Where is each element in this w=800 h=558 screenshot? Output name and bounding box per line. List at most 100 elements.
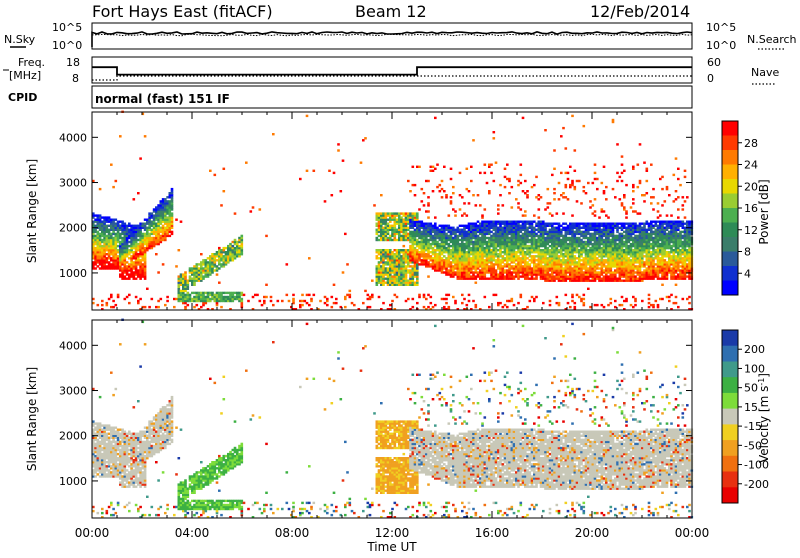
power-cell — [98, 251, 102, 254]
power-cell — [506, 265, 509, 268]
power-cell — [382, 232, 385, 236]
power-cell — [620, 163, 624, 166]
power-cell — [301, 299, 304, 303]
power-cell — [398, 269, 401, 272]
power-cell — [240, 234, 244, 238]
power-cell — [452, 226, 455, 229]
power-cell — [555, 238, 559, 242]
power-cell — [497, 230, 500, 234]
power-cell — [375, 255, 379, 258]
power-cell — [134, 234, 138, 238]
power-cell — [490, 220, 493, 223]
power-cell — [632, 236, 635, 240]
power-cell — [409, 269, 412, 272]
power-cell — [474, 269, 478, 272]
power-cell — [647, 224, 651, 227]
power-cell — [443, 165, 446, 168]
power-cell — [125, 230, 129, 234]
power-cell — [488, 244, 491, 248]
power-cell — [411, 236, 415, 240]
power-cell — [573, 149, 577, 152]
power-cell — [155, 238, 158, 242]
power-cell — [380, 216, 383, 219]
power-cell — [584, 257, 588, 260]
power-cell — [105, 218, 109, 221]
power-cell — [143, 218, 147, 221]
power-cell — [517, 206, 520, 209]
power-cell — [508, 269, 511, 272]
power-cell — [632, 263, 635, 266]
power-cell — [389, 281, 392, 284]
power-cell — [202, 301, 205, 305]
power-cell — [609, 277, 613, 280]
power-cell — [467, 299, 471, 303]
power-cell — [503, 242, 507, 246]
power-cell — [429, 301, 433, 305]
power-cell — [492, 249, 496, 252]
power-cell — [393, 220, 397, 223]
power-cell — [625, 299, 628, 303]
power-cell — [400, 226, 403, 229]
power-cell — [119, 265, 122, 268]
power-cell — [393, 261, 397, 264]
power-cell — [508, 271, 511, 274]
power-cell — [204, 265, 208, 268]
power-cell — [94, 228, 97, 231]
power-cell — [542, 236, 545, 240]
power-cell — [134, 240, 138, 244]
power-cell — [179, 275, 183, 278]
power-cell — [591, 255, 595, 258]
power-cell — [110, 163, 113, 166]
power-cell — [634, 230, 637, 234]
power-cell — [186, 293, 190, 297]
power-cell — [544, 259, 547, 262]
power-cell — [638, 234, 642, 238]
power-cell — [569, 183, 572, 187]
power-cell — [589, 251, 592, 254]
power-cell — [427, 275, 430, 278]
power-cell — [121, 236, 124, 240]
power-cell — [634, 275, 637, 278]
power-cell — [596, 238, 599, 242]
power-cell — [636, 273, 640, 276]
power-cell — [121, 277, 124, 280]
power-cell — [618, 175, 622, 179]
power-cell — [308, 257, 311, 260]
power-cell — [436, 185, 439, 189]
power-cell — [130, 251, 133, 254]
power-cell — [470, 277, 473, 280]
power-cell — [485, 232, 489, 236]
power-cell — [157, 299, 160, 303]
power-cells — [92, 110, 694, 311]
power-cell — [587, 277, 590, 280]
power-cell — [573, 222, 577, 225]
power-cell — [564, 279, 568, 282]
power-cell — [411, 271, 415, 274]
power-cell — [584, 277, 588, 280]
power-cell — [112, 259, 115, 262]
power-cell — [114, 261, 118, 264]
power-cell — [384, 269, 388, 272]
power-cell — [134, 246, 138, 250]
power-cell — [170, 192, 174, 195]
power-cell — [593, 224, 597, 227]
power-cell — [233, 246, 237, 250]
power-cell — [629, 303, 633, 307]
power-cell — [132, 267, 136, 270]
power-cell — [130, 224, 133, 227]
power-cell — [618, 240, 622, 244]
power-cell — [265, 295, 268, 299]
power-cell — [647, 267, 651, 270]
power-cell — [526, 240, 529, 244]
power-cell — [184, 285, 187, 288]
power-cell — [515, 267, 518, 270]
power-cell — [492, 246, 496, 250]
power-cell — [422, 259, 426, 262]
power-cell — [258, 299, 262, 303]
power-cell — [454, 271, 457, 274]
power-cell — [425, 238, 428, 242]
power-cell — [123, 271, 127, 274]
power-cell — [539, 255, 543, 258]
power-cell — [458, 261, 462, 264]
power-cell — [98, 267, 102, 270]
